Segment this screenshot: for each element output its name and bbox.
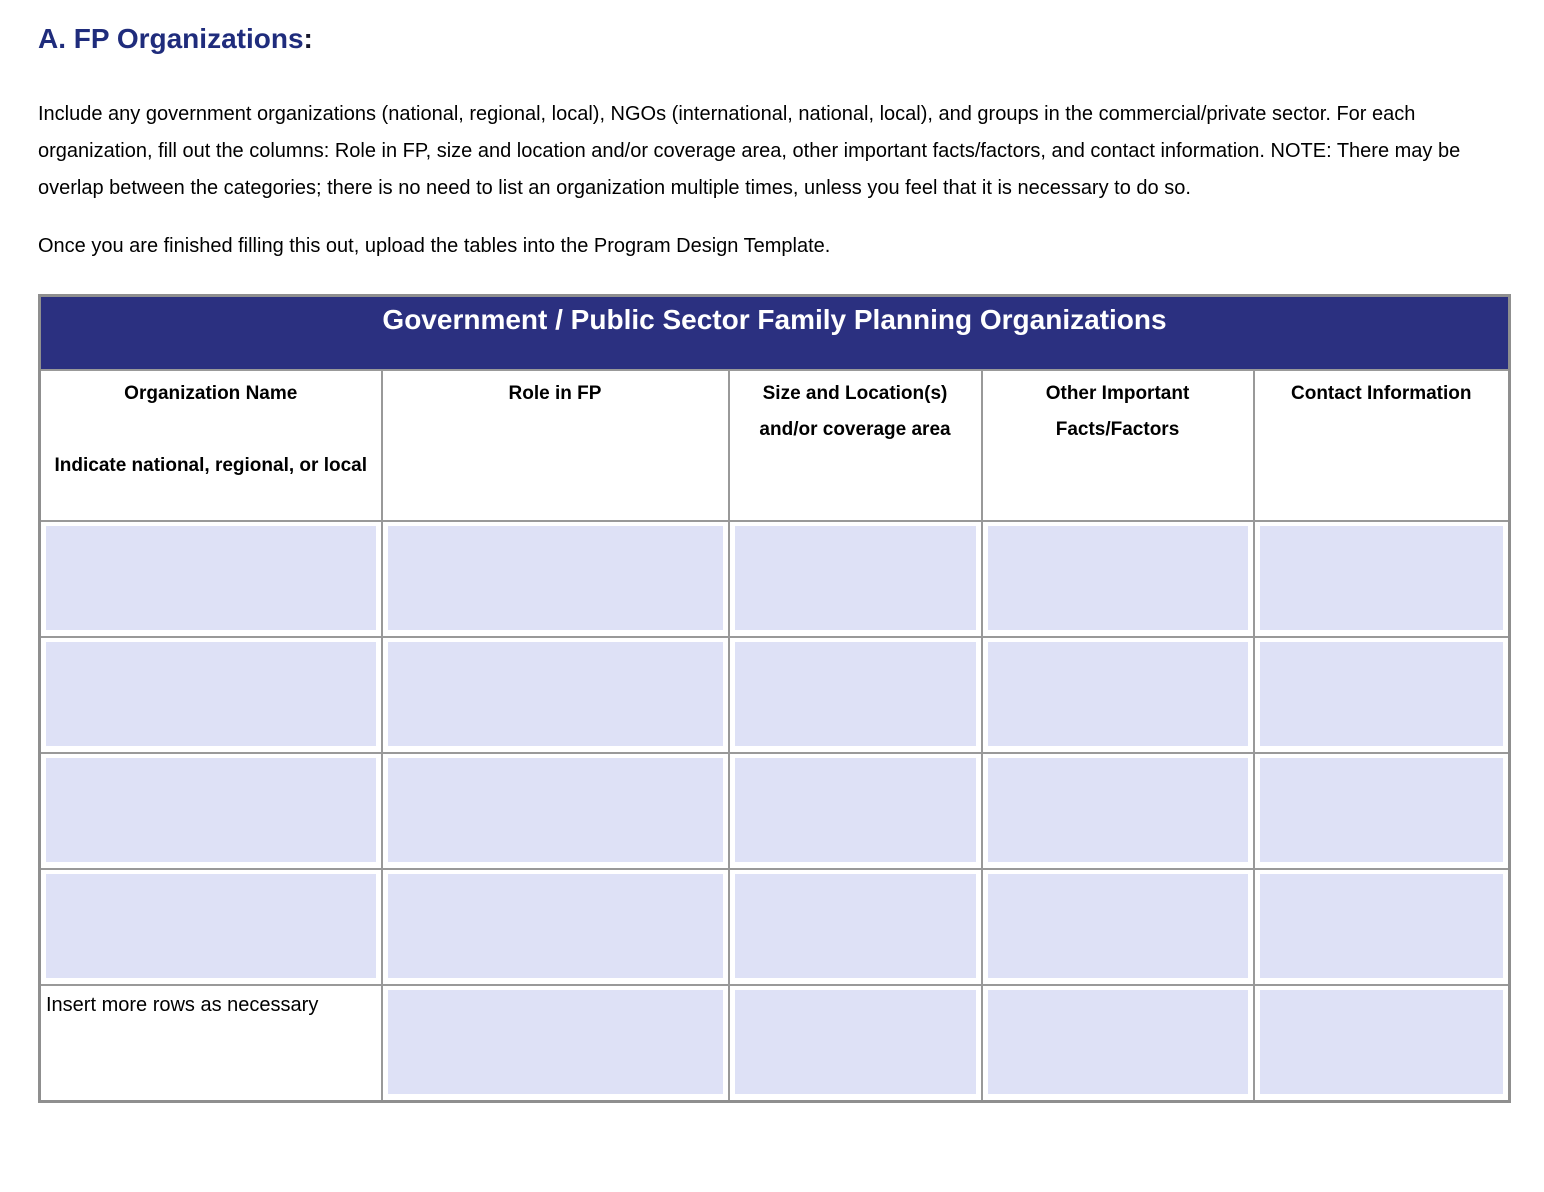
table-cell — [1252, 868, 1511, 987]
column-header-contact-info: Contact Information — [1252, 369, 1511, 523]
table-cell — [727, 752, 983, 871]
table-cell — [980, 868, 1255, 987]
fp-organizations-table: Government / Public Sector Family Planni… — [38, 293, 1512, 1103]
insert-rows-note: Insert more rows as necessary — [38, 984, 383, 1103]
table-cell — [727, 520, 983, 639]
table-row — [38, 520, 1511, 639]
column-header-size-location: Size and Location(s) and/or coverage are… — [727, 369, 983, 523]
role-in-fp-field[interactable] — [387, 526, 723, 631]
page-title-colon: : — [303, 23, 313, 54]
column-header-label: Organization Name — [124, 383, 298, 405]
organization-name-field[interactable] — [46, 758, 376, 863]
size-location-field[interactable] — [734, 990, 976, 1095]
table-row — [38, 636, 1511, 755]
table-cell — [380, 752, 730, 871]
table-cell — [380, 868, 730, 987]
table-cell — [1252, 636, 1511, 755]
table-cell — [38, 868, 383, 987]
table-cell — [1252, 520, 1511, 639]
table-row — [38, 752, 1511, 871]
table-cell — [1252, 752, 1511, 871]
table-cell — [38, 752, 383, 871]
column-header-sublabel: Indicate national, regional, or local — [54, 455, 367, 477]
table-cell — [727, 636, 983, 755]
contact-info-field[interactable] — [1259, 526, 1504, 631]
size-location-field[interactable] — [734, 526, 976, 631]
table-row-insert-note: Insert more rows as necessary — [38, 984, 1511, 1103]
table-cell — [380, 520, 730, 639]
table-cell — [1252, 984, 1511, 1103]
contact-info-field[interactable] — [1259, 758, 1504, 863]
table-cell — [727, 984, 983, 1103]
organization-name-field[interactable] — [46, 642, 376, 747]
other-facts-field[interactable] — [987, 526, 1248, 631]
role-in-fp-field[interactable] — [387, 642, 723, 747]
other-facts-field[interactable] — [987, 642, 1248, 747]
organization-name-field[interactable] — [46, 526, 376, 631]
table-cell — [380, 636, 730, 755]
organization-name-field[interactable] — [46, 874, 376, 979]
column-header-row: Organization Name Indicate national, reg… — [38, 369, 1511, 523]
table-cell — [980, 752, 1255, 871]
contact-info-field[interactable] — [1259, 874, 1504, 979]
table-title-bar: Government / Public Sector Family Planni… — [38, 294, 1511, 372]
role-in-fp-field[interactable] — [387, 990, 723, 1095]
column-header-organization-name: Organization Name Indicate national, reg… — [38, 369, 383, 523]
table-cell — [38, 636, 383, 755]
size-location-field[interactable] — [734, 642, 976, 747]
table-row — [38, 868, 1511, 987]
column-header-role-in-fp: Role in FP — [380, 369, 730, 523]
contact-info-field[interactable] — [1259, 642, 1504, 747]
contact-info-field[interactable] — [1259, 990, 1504, 1095]
size-location-field[interactable] — [734, 758, 976, 863]
table-cell — [380, 984, 730, 1103]
table-cell — [727, 868, 983, 987]
page-title-text: A. FP Organizations — [38, 23, 304, 54]
table-title-row: Government / Public Sector Family Planni… — [38, 294, 1511, 372]
page-title: A. FP Organizations: — [38, 22, 1508, 56]
upload-instruction: Once you are finished filling this out, … — [38, 234, 831, 257]
other-facts-field[interactable] — [987, 990, 1248, 1095]
table-cell — [980, 984, 1255, 1103]
role-in-fp-field[interactable] — [387, 758, 723, 863]
role-in-fp-field[interactable] — [387, 874, 723, 979]
size-location-field[interactable] — [734, 874, 976, 979]
intro-paragraph: Include any government organizations (na… — [38, 102, 1461, 199]
column-header-other-facts: Other Important Facts/Factors — [980, 369, 1255, 523]
table-cell — [980, 520, 1255, 639]
table-cell — [38, 520, 383, 639]
table-cell — [980, 636, 1255, 755]
other-facts-field[interactable] — [987, 874, 1248, 979]
other-facts-field[interactable] — [987, 758, 1248, 863]
